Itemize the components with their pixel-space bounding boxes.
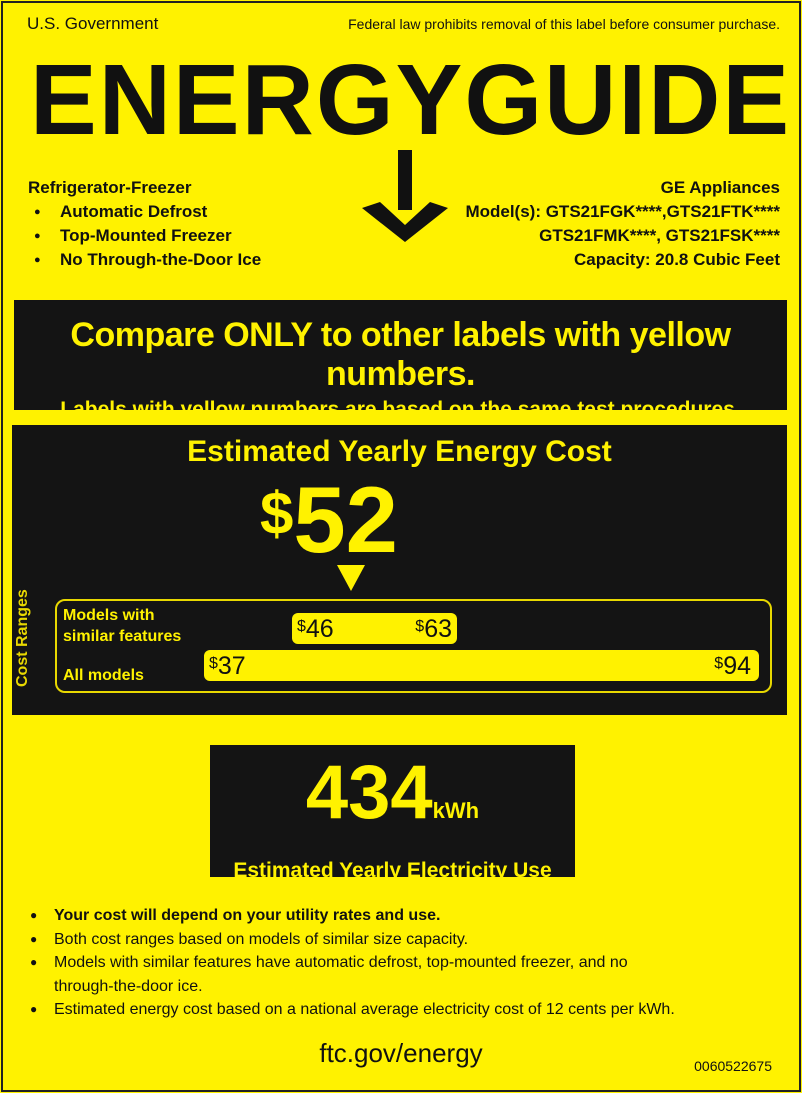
feature-item: Top-Mounted Freezer bbox=[28, 224, 261, 248]
similar-max: $63 bbox=[415, 615, 452, 643]
note-item: Both cost ranges based on models of simi… bbox=[30, 928, 675, 952]
kwh-number: 434 bbox=[305, 750, 433, 835]
note-item: Estimated energy cost based on a nationa… bbox=[30, 998, 675, 1022]
kwh-value: 434kWh bbox=[210, 753, 575, 851]
product-info: Refrigerator-Freezer Automatic Defrost T… bbox=[28, 176, 261, 272]
similar-label-2: similar features bbox=[63, 628, 182, 645]
all-range-bar: $37 $94 bbox=[204, 650, 759, 681]
cost-pointer-icon bbox=[337, 565, 365, 591]
kwh-unit: kWh bbox=[432, 798, 480, 823]
compare-subline: Labels with yellow numbers are based on … bbox=[60, 398, 741, 421]
note-item-continued: through-the-door ice. bbox=[54, 977, 203, 995]
similar-label: Models with similar features bbox=[63, 605, 181, 647]
ftc-link[interactable]: ftc.gov/energy bbox=[319, 1038, 483, 1068]
all-min: $37 bbox=[209, 652, 246, 680]
all-models-label: All models bbox=[63, 667, 144, 684]
notes-list: Your cost will depend on your utility ra… bbox=[30, 904, 675, 1022]
similar-min: $46 bbox=[297, 615, 334, 643]
compare-banner: Compare ONLY to other labels with yellow… bbox=[14, 300, 787, 421]
serial-number: 0060522675 bbox=[694, 1058, 772, 1074]
note-item: Models with similar features have automa… bbox=[30, 951, 675, 975]
currency-symbol: $ bbox=[260, 480, 294, 547]
cost-value: $52 bbox=[260, 473, 398, 567]
cost-ranges-box: Models with similar features All models $… bbox=[55, 599, 772, 693]
models-line-1: Model(s): GTS21FGK****,GTS21FTK**** bbox=[465, 202, 780, 221]
feature-item: Automatic Defrost bbox=[28, 200, 261, 224]
government-text: U.S. Government bbox=[27, 14, 159, 33]
model-info: GE Appliances Model(s): GTS21FGK****,GTS… bbox=[465, 176, 780, 272]
note-item: Your cost will depend on your utility ra… bbox=[30, 904, 675, 928]
models-line-2: GTS21FMK****, GTS21FSK**** bbox=[539, 226, 780, 245]
arrow-down-icon bbox=[362, 150, 448, 242]
cost-number: 52 bbox=[293, 467, 398, 572]
cost-panel: Estimated Yearly Energy Cost $52 Cost Ra… bbox=[12, 425, 787, 715]
compare-headline: Compare ONLY to other labels with yellow… bbox=[70, 316, 731, 393]
manufacturer: GE Appliances bbox=[660, 178, 780, 197]
cost-title: Estimated Yearly Energy Cost bbox=[187, 435, 612, 468]
product-type: Refrigerator-Freezer bbox=[28, 178, 192, 197]
energyguide-logo: ENERGYGUIDE bbox=[30, 44, 792, 156]
capacity: Capacity: 20.8 Cubic Feet bbox=[574, 250, 780, 269]
similar-range-bar: $46 $63 bbox=[292, 613, 457, 644]
kwh-label: Estimated Yearly Electricity Use bbox=[233, 859, 552, 882]
law-notice: Federal law prohibits removal of this la… bbox=[348, 16, 780, 32]
feature-item: No Through-the-Door Ice bbox=[28, 248, 261, 272]
all-max: $94 bbox=[714, 652, 751, 680]
cost-ranges-label: Cost Ranges bbox=[14, 589, 31, 687]
electricity-panel: 434kWh Estimated Yearly Electricity Use bbox=[210, 745, 575, 882]
similar-label-1: Models with bbox=[63, 607, 155, 624]
